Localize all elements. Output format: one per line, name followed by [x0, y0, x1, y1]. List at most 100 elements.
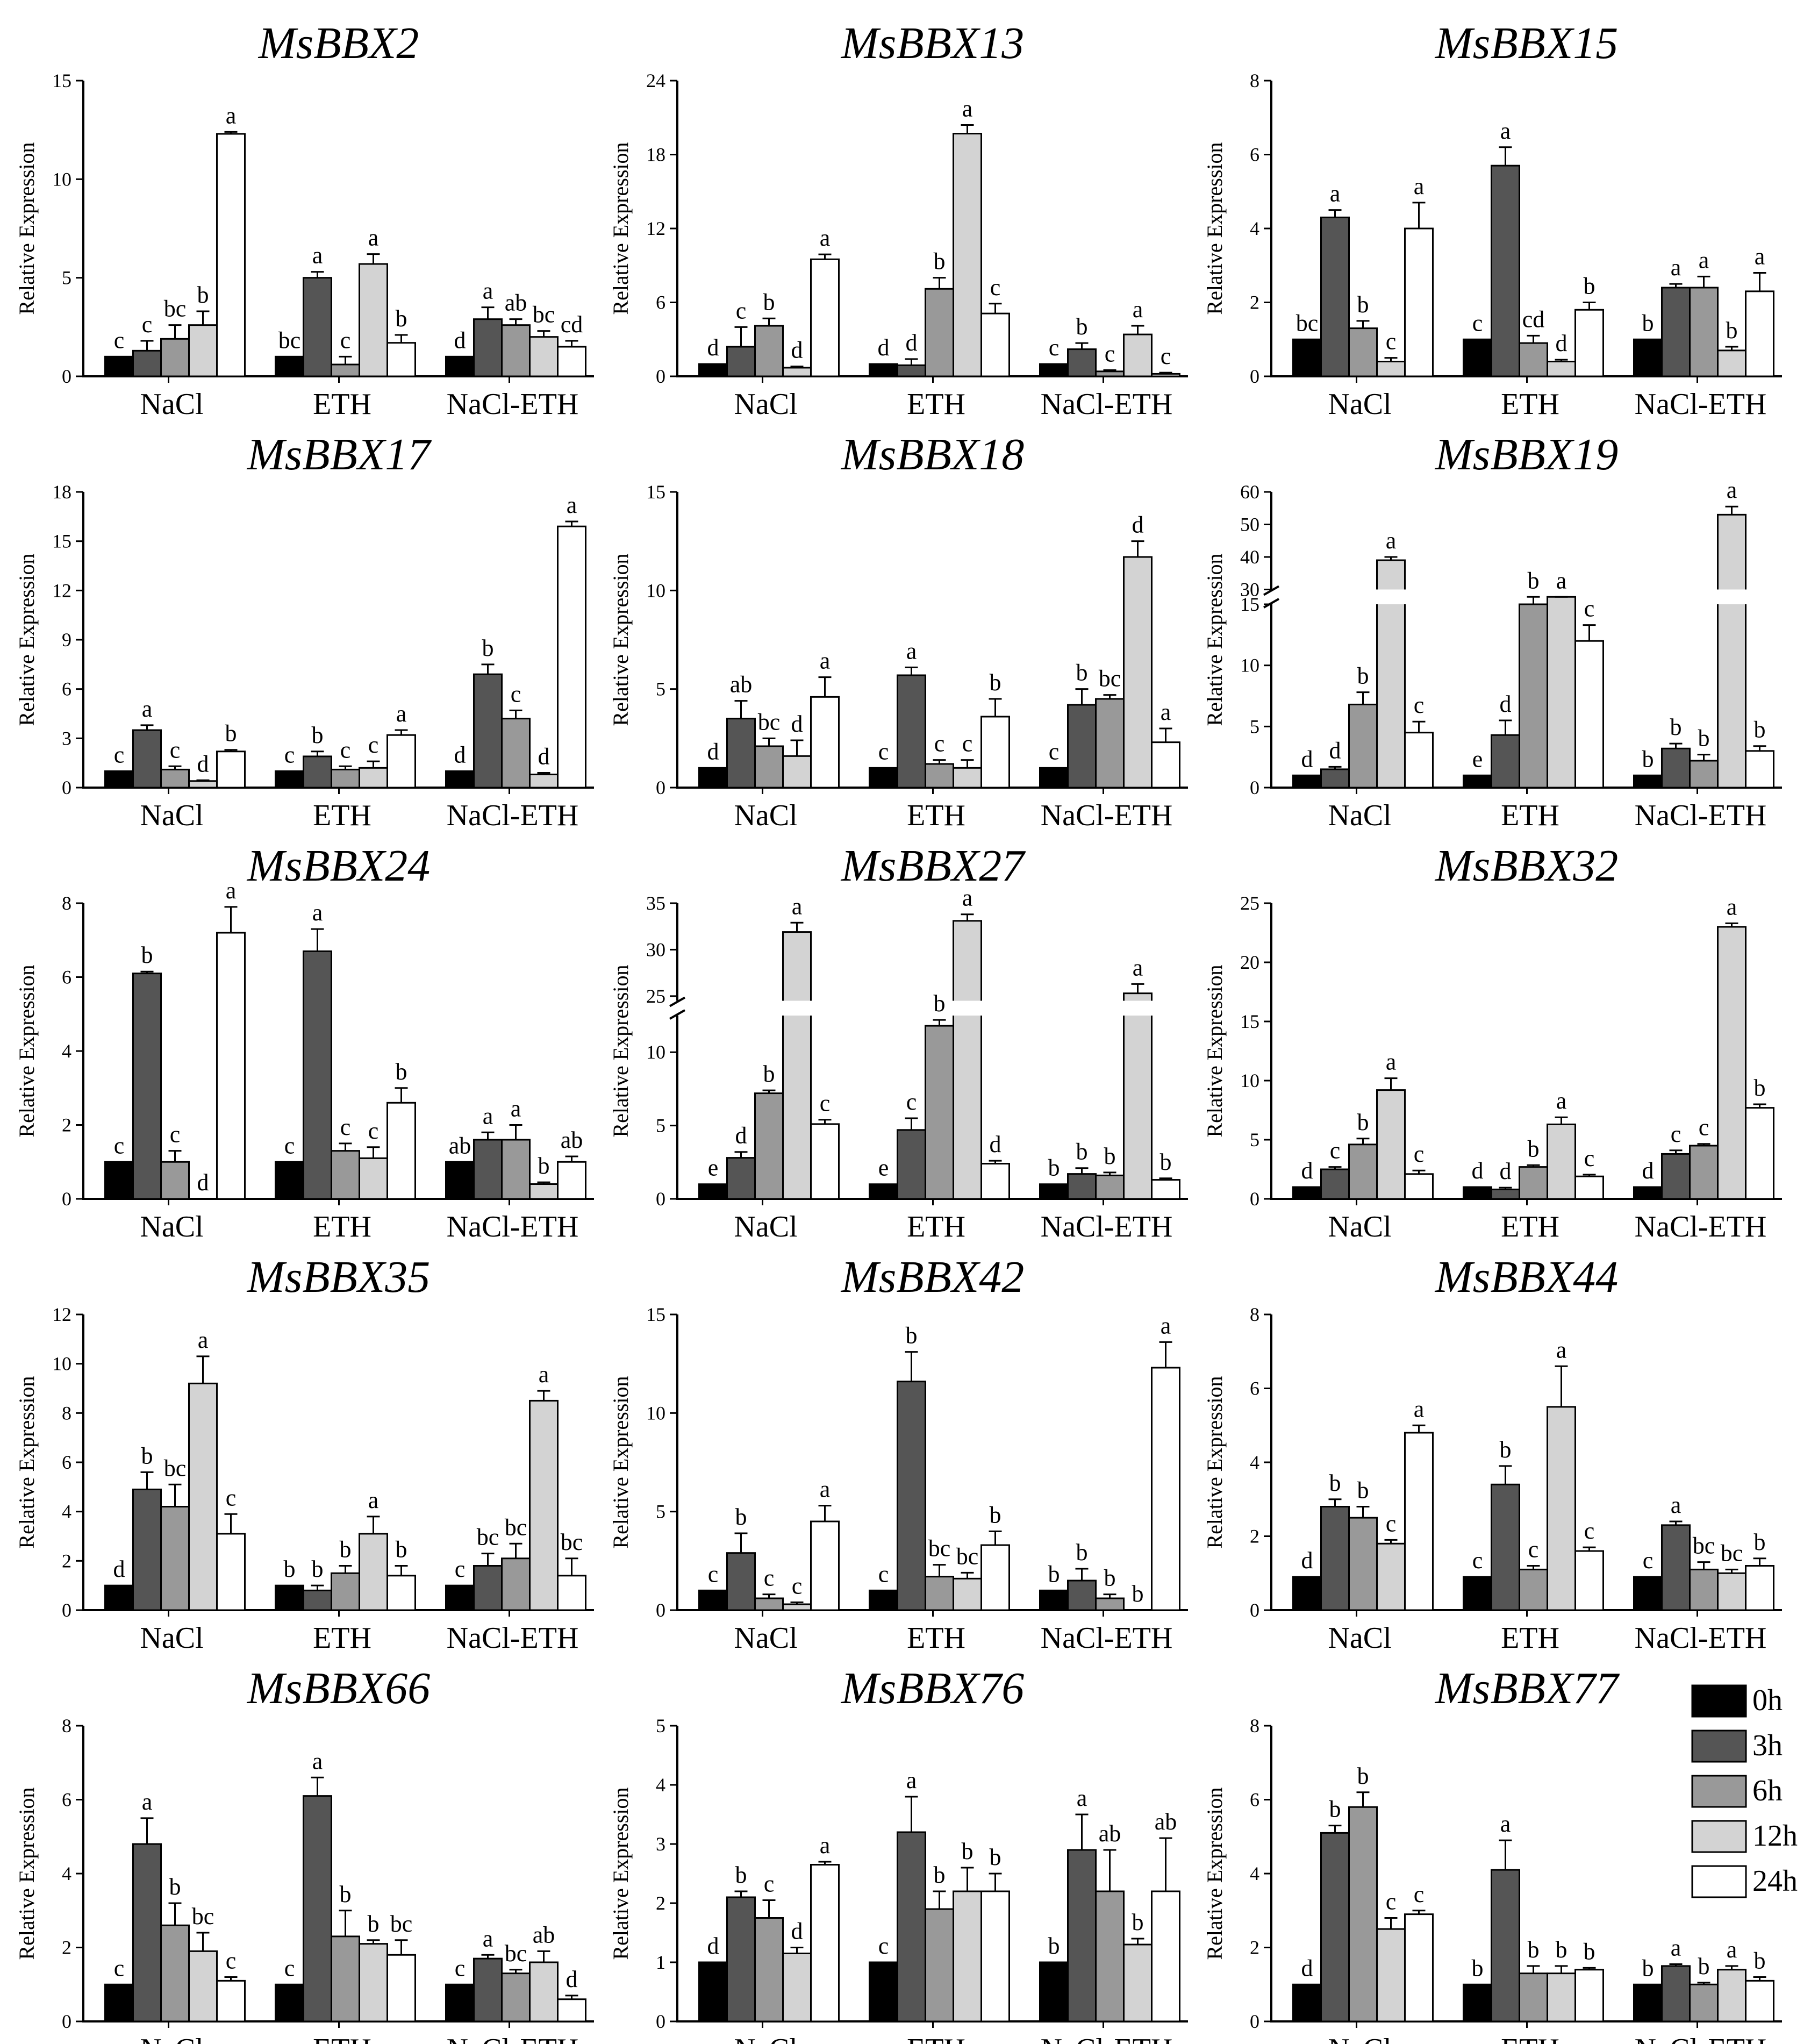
bar: [925, 1025, 954, 1200]
significance-letter: b: [141, 1442, 153, 1469]
bar: [1574, 1550, 1604, 1611]
legend-label: 12h: [1752, 1819, 1798, 1853]
bar: [445, 1983, 475, 2022]
significance-letter: c: [708, 1561, 719, 1587]
significance-letter: bc: [477, 1524, 499, 1550]
x-category-label: ETH: [907, 799, 965, 832]
significance-letter: b: [368, 1911, 380, 1937]
significance-letter: a: [368, 225, 379, 251]
significance-letter: c: [226, 1484, 237, 1511]
significance-letter: d: [906, 330, 918, 356]
bar: [188, 1382, 218, 1611]
bar: [1039, 1589, 1069, 1611]
significance-letter: c: [455, 1955, 466, 1981]
bar: [726, 1552, 756, 1611]
bar: [810, 258, 840, 377]
panel-msbbx17: MsBBX17 Relative Expression 0 3 6 9 12 15 18 NaCl…: [15, 430, 594, 832]
y-tick-label: 2: [62, 1937, 71, 1959]
bar: [1123, 333, 1153, 377]
bar: [303, 755, 332, 789]
bar: [1348, 1517, 1378, 1611]
bar: [1717, 1969, 1747, 2022]
bar: [1745, 1107, 1774, 1200]
y-tick-label: 4: [1250, 1452, 1259, 1473]
significance-letter: c: [1330, 1138, 1341, 1164]
significance-letter: b: [763, 289, 775, 315]
y-tick-label: 10: [646, 1402, 665, 1424]
x-category-label: NaCl: [734, 2033, 797, 2044]
significance-letter: a: [1755, 244, 1765, 270]
bar: [1717, 926, 1747, 1200]
bar: [1067, 1580, 1097, 1611]
y-tick-label: 6: [1250, 144, 1259, 166]
significance-letter: d: [1500, 1158, 1512, 1184]
bar: [1633, 774, 1663, 789]
legend: 0h 3h 6h 12h 24h: [1691, 1684, 1798, 1898]
bar-break-gap: [1716, 589, 1748, 604]
y-tick-label: 3: [62, 727, 71, 749]
significance-letter: c: [284, 741, 295, 768]
x-category-label: NaCl-ETH: [1635, 388, 1767, 421]
significance-letter: bc: [956, 1543, 979, 1569]
significance-letter: bc: [928, 1535, 951, 1562]
significance-letter: d: [113, 1556, 125, 1582]
significance-letter: c: [1584, 596, 1595, 622]
bar: [216, 1533, 246, 1611]
significance-letter: a: [142, 696, 153, 722]
significance-letter: c: [340, 1114, 351, 1140]
y-tick-label: 0: [656, 366, 665, 387]
significance-letter: a: [1500, 1811, 1511, 1837]
significance-letter: a: [567, 492, 577, 518]
significance-letter: c: [1049, 738, 1060, 764]
y-tick-label: 60: [1240, 481, 1259, 503]
significance-letter: c: [114, 1955, 125, 1981]
bar: [925, 288, 954, 377]
bar: [473, 1565, 503, 1611]
y-axis-label: Relative Expression: [609, 1787, 633, 1960]
significance-letter: a: [820, 1832, 831, 1859]
x-category-label: NaCl-ETH: [1041, 799, 1173, 832]
y-tick-label: 25: [646, 985, 665, 1007]
bar: [303, 1795, 332, 2022]
bar: [1519, 1166, 1548, 1200]
bar: [1661, 287, 1691, 377]
bar: [501, 718, 531, 789]
bar: [386, 1954, 416, 2022]
bar: [1491, 1188, 1520, 1200]
bar: [869, 363, 898, 377]
y-tick-label: 0: [656, 2011, 665, 2032]
bar: [1320, 768, 1350, 789]
bar-break-gap: [1375, 589, 1407, 604]
y-tick-label: 6: [656, 292, 665, 313]
significance-letter: b: [1357, 291, 1369, 318]
y-tick-label: 5: [656, 1115, 665, 1137]
x-category-label: NaCl: [140, 1210, 203, 1243]
significance-letter: c: [820, 1090, 831, 1117]
bar: [698, 1589, 728, 1611]
axis-break-mark: [1263, 585, 1279, 596]
bar: [782, 1953, 812, 2022]
significance-letter: c: [1414, 692, 1425, 718]
x-category-label: NaCl: [1328, 1210, 1391, 1243]
y-tick-label: 10: [1240, 655, 1259, 676]
bar: [1292, 1186, 1322, 1200]
significance-letter: d: [1500, 691, 1512, 717]
y-tick-label: 2: [1250, 1526, 1259, 1547]
significance-letter: c: [170, 1121, 181, 1148]
bar: [810, 1520, 840, 1611]
bar: [897, 364, 926, 377]
y-tick-label: 1: [656, 1952, 665, 1973]
bar: [1463, 338, 1492, 377]
bar: [754, 325, 784, 377]
significance-letter: c: [170, 737, 181, 763]
significance-letter: c: [1472, 310, 1483, 336]
legend-swatch: [1691, 1775, 1747, 1808]
significance-letter: b: [1132, 1909, 1144, 1935]
bar: [698, 1183, 728, 1200]
significance-letter: c: [962, 731, 973, 757]
significance-letter: b: [1104, 1143, 1116, 1169]
bar: [953, 1577, 982, 1611]
y-tick-label: 0: [656, 1599, 665, 1621]
bar: [216, 751, 246, 789]
